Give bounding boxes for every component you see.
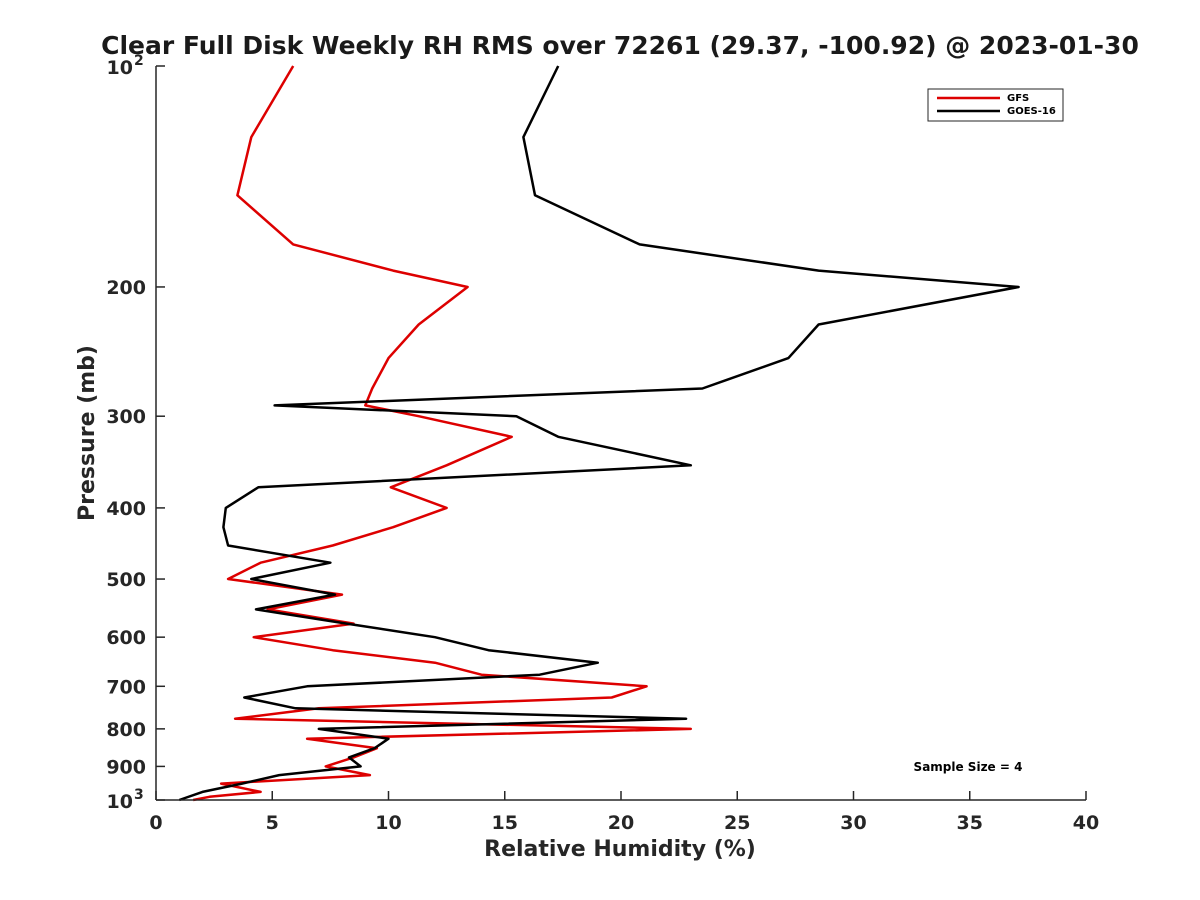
series-line-goes16 <box>178 65 1020 802</box>
x-tick-label: 15 <box>492 812 518 834</box>
x-axis-label: Relative Humidity (%) <box>484 837 756 862</box>
y-tick-label: 600 <box>106 627 146 649</box>
y-tick-exponent-bottom: 3 <box>134 787 144 803</box>
y-tick-label: 300 <box>106 406 146 428</box>
y-tick-label: 900 <box>106 756 146 778</box>
legend: GFS GOES-16 <box>927 88 1064 122</box>
chart-title: Clear Full Disk Weekly RH RMS over 72261… <box>101 31 1139 60</box>
plot-area: 0 5 10 15 20 25 30 35 40 200 300 400 500 600 700 800 900… <box>106 53 1099 834</box>
y-tick-label-bottom: 10 <box>107 791 133 813</box>
y-tick-label: 700 <box>106 676 146 698</box>
y-tick-label: 200 <box>106 277 146 299</box>
x-tick-label: 0 <box>149 812 162 834</box>
x-tick-label: 10 <box>375 812 401 834</box>
x-tick-label: 35 <box>957 812 983 834</box>
x-tick-label: 25 <box>724 812 750 834</box>
series-line-gfs <box>192 65 693 802</box>
legend-label-gfs: GFS <box>1007 93 1029 104</box>
y-tick-exponent-top: 2 <box>134 53 144 69</box>
y-tick-label: 500 <box>106 569 146 591</box>
y-axis-label: Pressure (mb) <box>75 345 100 521</box>
x-tick-label: 5 <box>266 812 279 834</box>
x-tick-label: 30 <box>840 812 866 834</box>
legend-label-goes16: GOES-16 <box>1007 106 1056 117</box>
y-tick-label: 400 <box>106 498 146 520</box>
x-tick-label: 40 <box>1073 812 1099 834</box>
y-tick-label: 800 <box>106 719 146 741</box>
y-tick-label-top: 10 <box>107 57 133 79</box>
sample-size-annotation: Sample Size = 4 <box>914 760 1023 774</box>
legend-box <box>927 88 1064 122</box>
x-tick-label: 20 <box>608 812 634 834</box>
